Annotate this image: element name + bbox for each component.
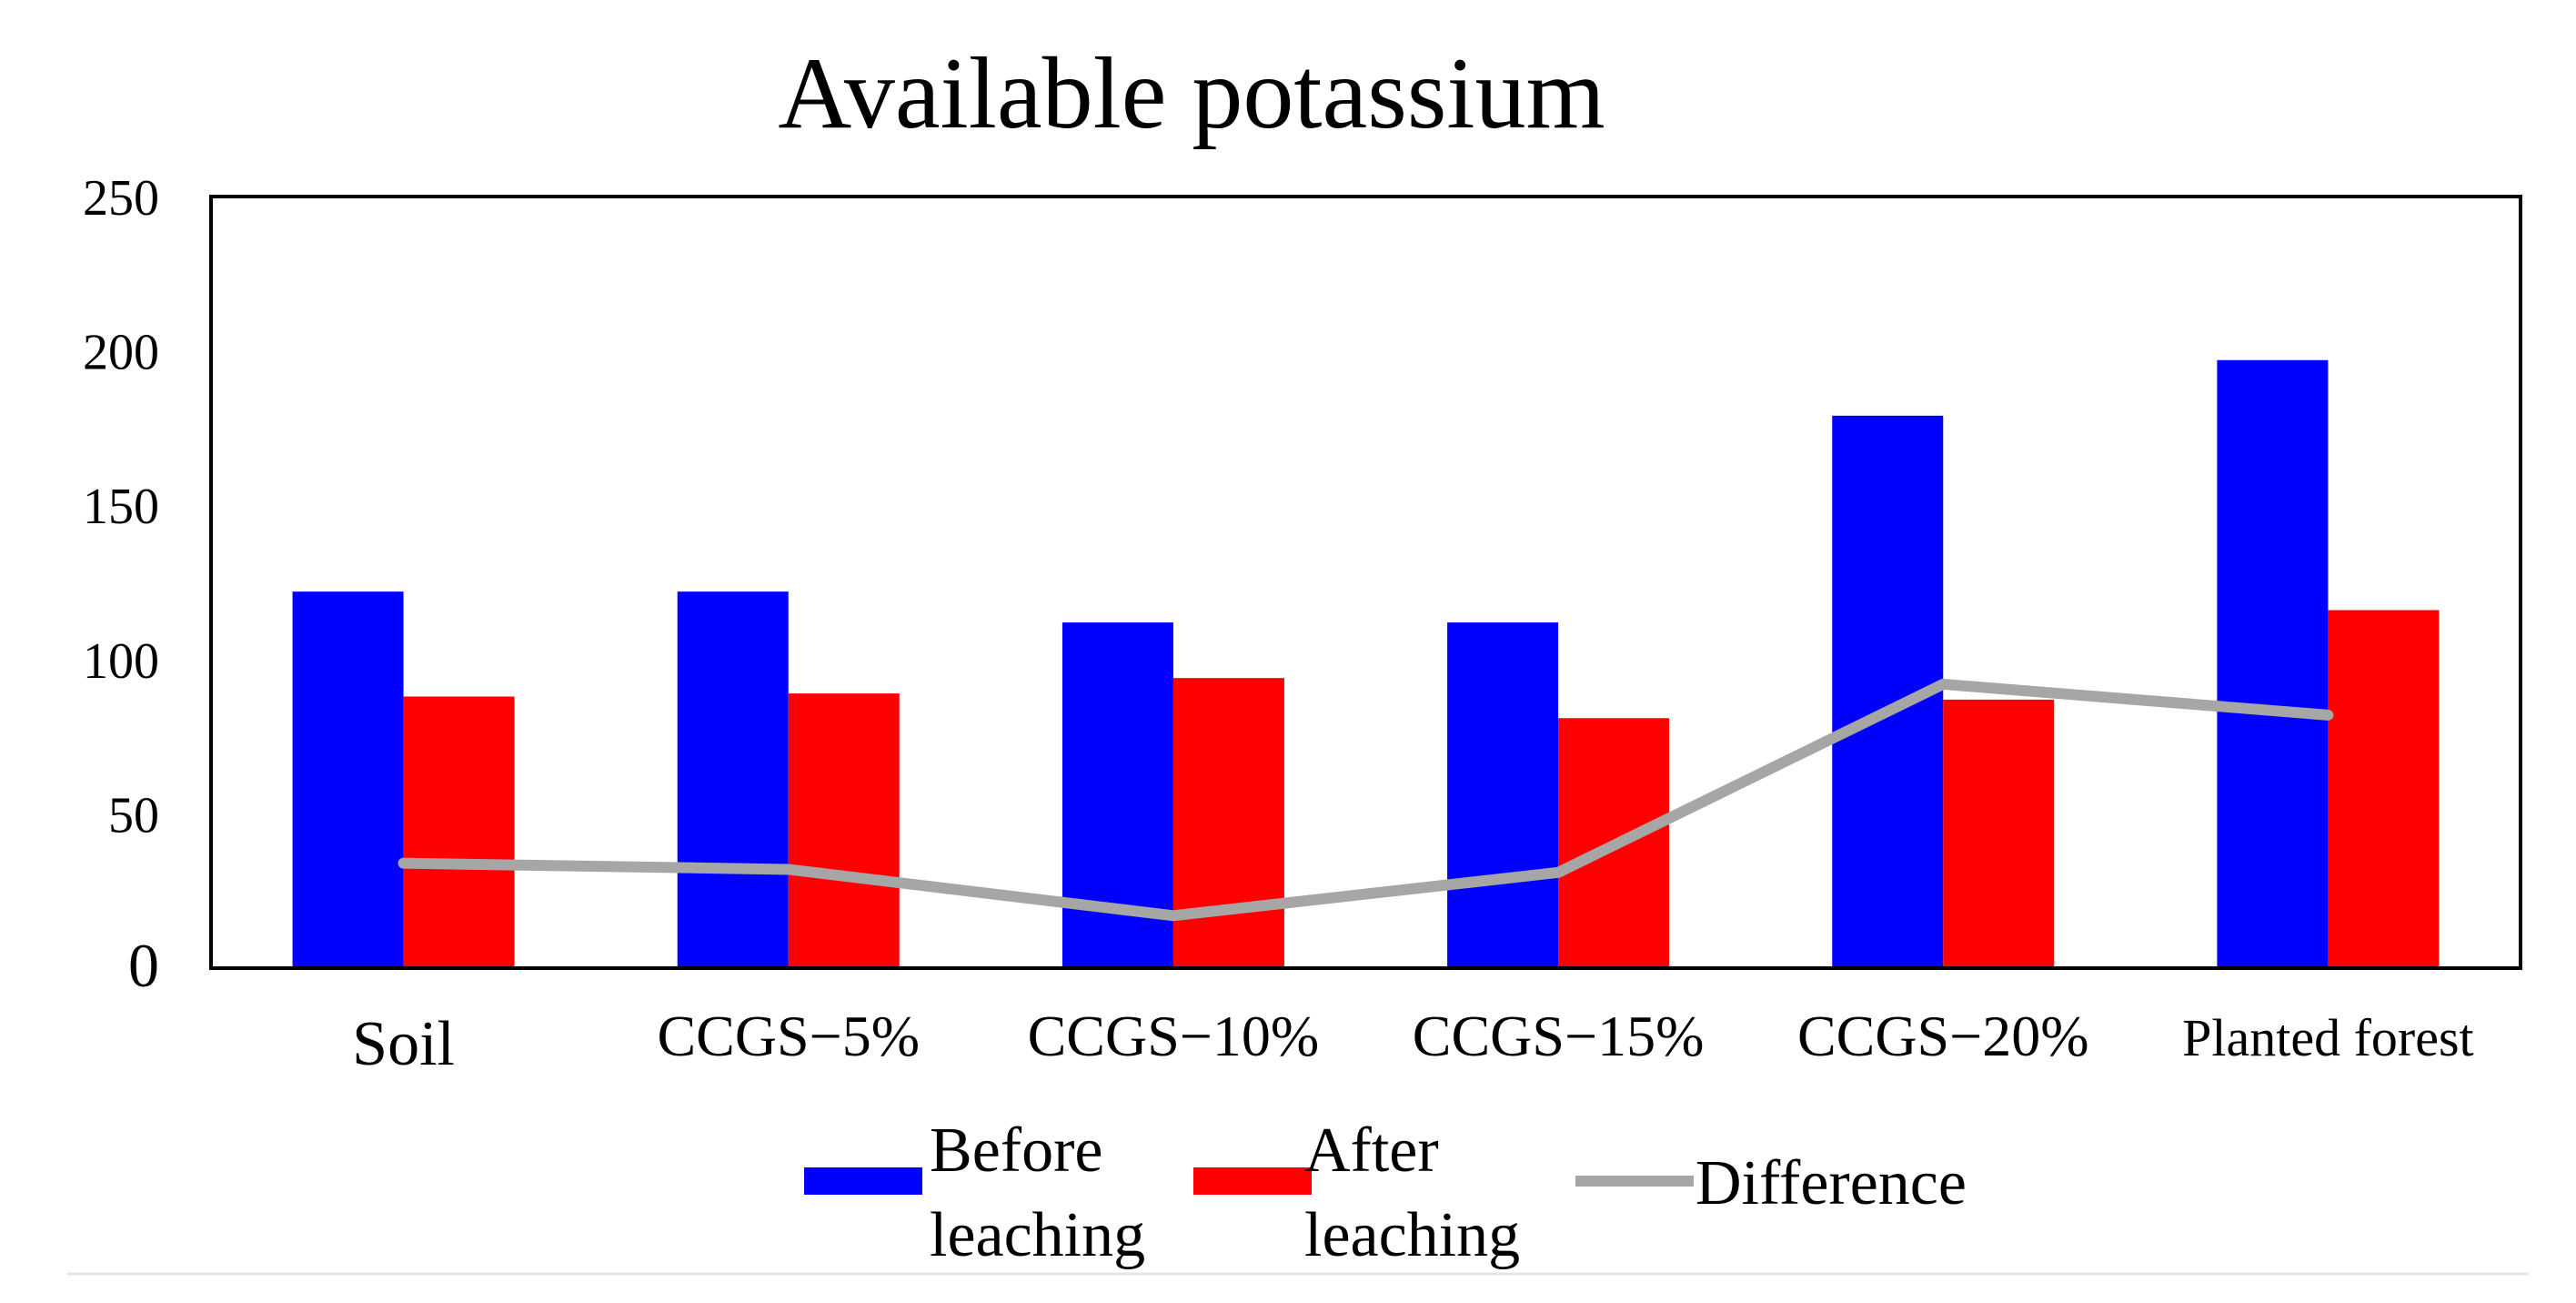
bar-after-leaching xyxy=(1943,699,2055,968)
legend-label-line: Before xyxy=(930,1116,1102,1186)
y-tick-label: 50 xyxy=(108,787,159,843)
legend-after-leaching: After leaching xyxy=(1193,1116,1520,1270)
bar-after-leaching xyxy=(788,693,900,968)
bar-after-leaching xyxy=(403,696,515,968)
bars xyxy=(292,359,2440,968)
x-tick-label: CCGS−15% xyxy=(1413,1004,1705,1068)
bar-after-leaching xyxy=(2328,610,2440,968)
bar-before-leaching xyxy=(292,591,404,968)
bar-before-leaching xyxy=(677,591,789,968)
x-tick-label: CCGS−5% xyxy=(657,1004,920,1068)
legend-label-line: leaching xyxy=(1304,1200,1520,1270)
legend-label-line: leaching xyxy=(930,1200,1145,1270)
y-tick-label: 0 xyxy=(128,931,159,1000)
difference-line-group xyxy=(397,678,2334,922)
x-tick-label: Planted forest xyxy=(2182,1008,2474,1067)
x-tick-label: CCGS−10% xyxy=(1028,1004,1320,1068)
y-tick-label: 100 xyxy=(83,633,159,690)
legend-label: Difference xyxy=(1696,1148,1967,1218)
difference-line xyxy=(397,678,2334,922)
x-tick-label: CCGS−20% xyxy=(1797,1004,2089,1068)
chart-title: Available potassium xyxy=(778,37,1605,150)
y-axis-ticks: 0 50 100 150 200 250 xyxy=(83,170,159,1000)
plot-area-frame xyxy=(209,195,2522,970)
x-axis-labels: Soil CCGS−5% CCGS−10% CCGS−15% CCGS−20% Plant… xyxy=(352,1004,2474,1079)
legend-swatch xyxy=(804,1167,922,1195)
legend-difference: Difference xyxy=(1575,1148,1967,1218)
y-tick-label: 150 xyxy=(83,479,159,535)
bar-before-leaching xyxy=(2217,359,2329,968)
legend-swatch xyxy=(1193,1167,1312,1195)
y-tick-label: 200 xyxy=(83,325,159,381)
y-tick-label: 250 xyxy=(83,170,159,227)
bar-before-leaching xyxy=(1447,622,1559,968)
legend-label-line: After xyxy=(1304,1116,1439,1186)
legend-before-leaching: Before leaching xyxy=(804,1116,1145,1270)
legend: Before leaching After leaching Difference xyxy=(804,1116,1967,1270)
x-tick-label: Soil xyxy=(352,1009,455,1079)
bar-after-leaching xyxy=(1172,678,1284,968)
